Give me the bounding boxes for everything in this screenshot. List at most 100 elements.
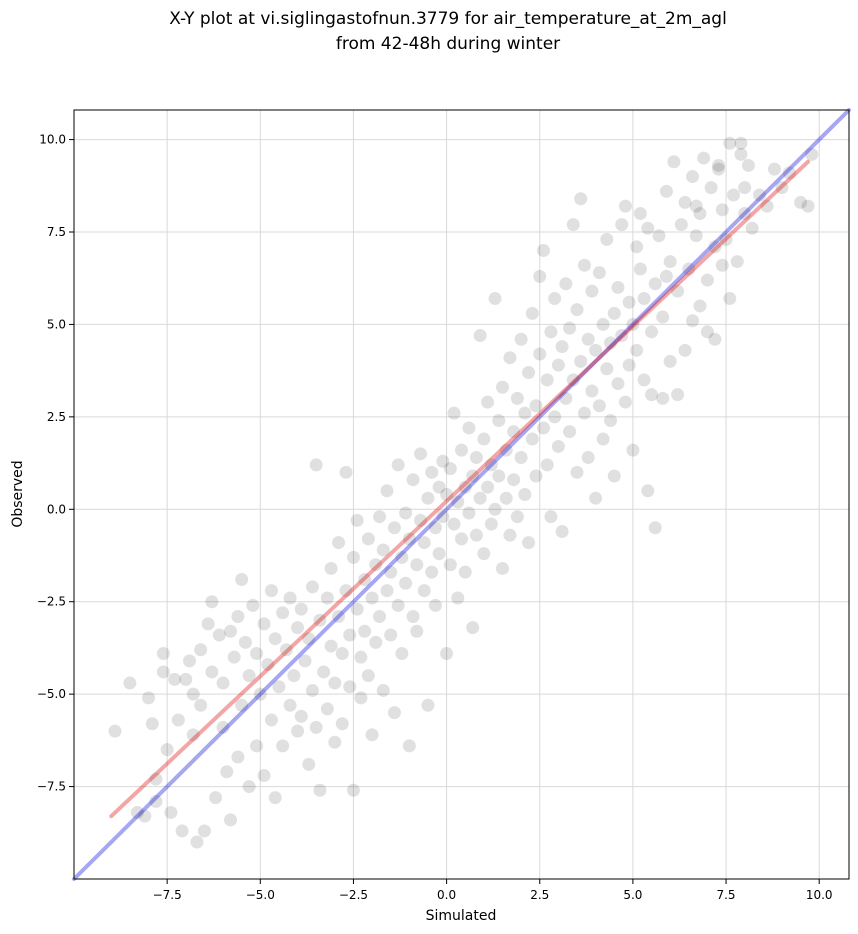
x-axis-label: Simulated (426, 908, 497, 924)
scatter-point (686, 170, 700, 184)
scatter-point (309, 720, 323, 734)
regression-line (109, 159, 811, 819)
scatter-point (328, 676, 342, 690)
scatter-point (767, 162, 781, 176)
scatter-point (123, 676, 137, 690)
scatter-point (633, 262, 647, 276)
scatter-point (242, 780, 256, 794)
scatter-point (194, 698, 208, 712)
scatter-point (361, 669, 375, 683)
scatter-points (108, 136, 819, 849)
y-tick-label: 2.5 (47, 410, 66, 424)
x-axis-ticks: −7.5 −5.0 −2.5 0.0 2.5 5.0 7.5 10.0 (153, 879, 833, 902)
scatter-point (391, 458, 405, 472)
scatter-point (458, 480, 472, 494)
scatter-point (186, 728, 200, 742)
scatter-point (380, 484, 394, 498)
scatter-point (499, 491, 513, 505)
scatter-point (164, 805, 178, 819)
scatter-point (712, 162, 726, 176)
scatter-point (414, 513, 428, 527)
scatter-point (443, 462, 457, 476)
scatter-point (324, 639, 338, 653)
scatter-point (466, 469, 480, 483)
scatter-point (466, 621, 480, 635)
scatter-point (328, 735, 342, 749)
scatter-point (645, 388, 659, 402)
scatter-point (469, 451, 483, 465)
scatter-point (656, 391, 670, 405)
x-tick-label: 2.5 (530, 888, 549, 902)
scatter-point (607, 306, 621, 320)
scatter-point (443, 558, 457, 572)
scatter-point (451, 495, 465, 509)
scatter-point (533, 347, 547, 361)
scatter-point (738, 207, 752, 221)
scatter-point (641, 484, 655, 498)
scatter-point (656, 310, 670, 324)
scatter-point (268, 791, 282, 805)
scatter-point (570, 303, 584, 317)
grid (74, 110, 849, 879)
scatter-point (484, 517, 498, 531)
scatter-point (410, 558, 424, 572)
scatter-point (622, 295, 636, 309)
scatter-point (305, 580, 319, 594)
scatter-point (432, 480, 446, 494)
scatter-point (693, 299, 707, 313)
scatter-point (223, 624, 237, 638)
scatter-point (410, 624, 424, 638)
scatter-point (671, 388, 685, 402)
scatter-point (648, 521, 662, 535)
scatter-point (548, 292, 562, 306)
scatter-point (600, 362, 614, 376)
scatter-point (723, 136, 737, 150)
scatter-point (376, 543, 390, 557)
scatter-point (291, 621, 305, 635)
scatter-point (503, 528, 517, 542)
scatter-point (559, 391, 573, 405)
scatter-point (402, 739, 416, 753)
scatter-point (615, 218, 629, 232)
scatter-point (387, 706, 401, 720)
identity-line (72, 108, 851, 881)
scatter-point (369, 558, 383, 572)
scatter-point (242, 669, 256, 683)
scatter-point (693, 207, 707, 221)
scatter-point (406, 610, 420, 624)
scatter-point (183, 654, 197, 668)
scatter-point (428, 598, 442, 612)
scatter-point (477, 432, 491, 446)
scatter-point (563, 321, 577, 335)
scatter-point (488, 292, 502, 306)
scatter-point (607, 469, 621, 483)
scatter-point (529, 399, 543, 413)
scatter-point (354, 691, 368, 705)
scatter-point (518, 406, 532, 420)
scatter-point (432, 547, 446, 561)
scatter-point (566, 218, 580, 232)
scatter-point (130, 805, 144, 819)
scatter-point (272, 680, 286, 694)
scatter-point (473, 329, 487, 343)
scatter-point (805, 147, 819, 161)
scatter-point (365, 728, 379, 742)
scatter-point (652, 229, 666, 243)
scatter-point (417, 584, 431, 598)
scatter-point (611, 280, 625, 294)
scatter-point (257, 768, 271, 782)
scatter-point (175, 824, 189, 838)
scatter-point (689, 199, 703, 213)
scatter-point (451, 591, 465, 605)
scatter-point (604, 336, 618, 350)
scatter-point (428, 521, 442, 535)
scatter-point (350, 513, 364, 527)
scatter-point (585, 384, 599, 398)
scatter-point (492, 414, 506, 428)
scatter-point (335, 717, 349, 731)
scatter-point (395, 646, 409, 660)
scatter-point (205, 665, 219, 679)
scatter-point (358, 573, 372, 587)
scatter-point (421, 698, 435, 712)
scatter-point (384, 565, 398, 579)
